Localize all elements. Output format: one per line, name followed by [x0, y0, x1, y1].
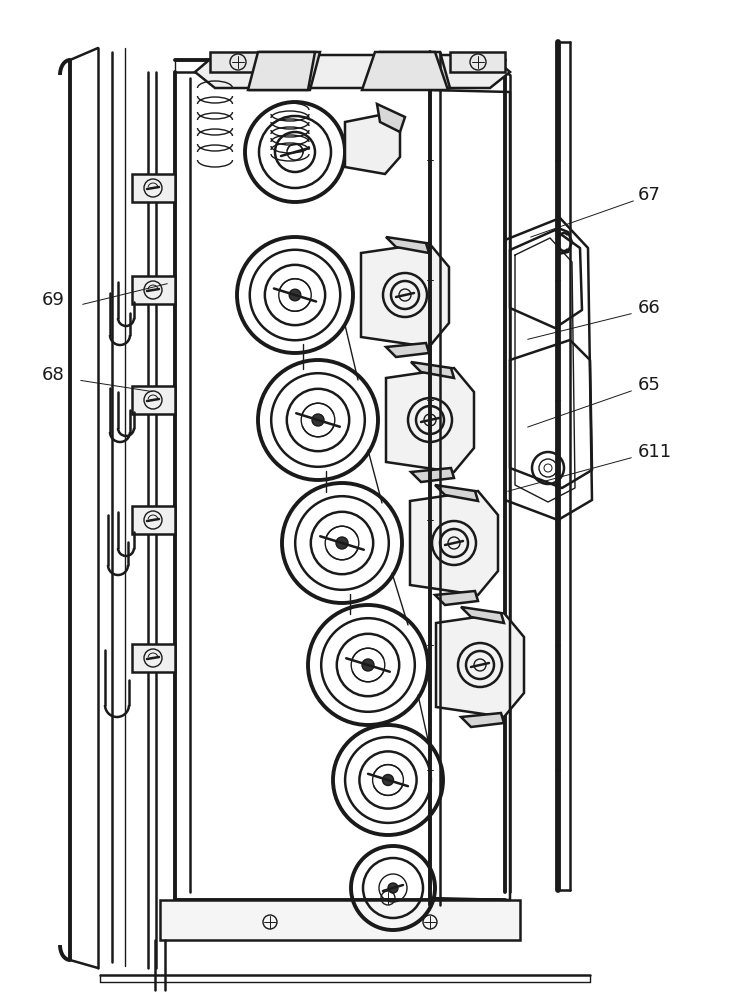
Polygon shape	[377, 104, 405, 132]
Polygon shape	[461, 607, 504, 623]
Circle shape	[362, 659, 374, 671]
Polygon shape	[386, 237, 429, 253]
Polygon shape	[250, 52, 320, 90]
Text: 66: 66	[638, 299, 661, 317]
Polygon shape	[345, 114, 400, 174]
Circle shape	[336, 537, 348, 549]
Circle shape	[544, 464, 552, 472]
Polygon shape	[132, 174, 175, 202]
Text: 68: 68	[42, 366, 65, 384]
Polygon shape	[362, 52, 448, 90]
Polygon shape	[450, 52, 505, 72]
Circle shape	[312, 414, 324, 426]
Polygon shape	[132, 506, 175, 534]
Text: 67: 67	[638, 186, 661, 204]
Polygon shape	[132, 386, 175, 414]
Polygon shape	[411, 362, 454, 378]
Circle shape	[383, 774, 393, 786]
Text: 65: 65	[638, 376, 661, 394]
Circle shape	[289, 289, 301, 301]
Polygon shape	[132, 644, 175, 672]
Polygon shape	[132, 276, 175, 304]
Polygon shape	[435, 485, 478, 501]
Polygon shape	[160, 900, 520, 940]
Polygon shape	[410, 491, 498, 595]
Polygon shape	[361, 243, 449, 347]
Polygon shape	[436, 613, 524, 717]
Polygon shape	[411, 468, 454, 482]
Polygon shape	[435, 591, 478, 605]
Circle shape	[388, 883, 398, 893]
Text: 611: 611	[638, 443, 672, 461]
Polygon shape	[195, 55, 510, 88]
Polygon shape	[461, 713, 504, 727]
Polygon shape	[210, 52, 265, 72]
Polygon shape	[386, 368, 474, 472]
Polygon shape	[248, 52, 315, 90]
Polygon shape	[386, 343, 429, 357]
Polygon shape	[370, 52, 450, 88]
Text: 69: 69	[42, 291, 65, 309]
